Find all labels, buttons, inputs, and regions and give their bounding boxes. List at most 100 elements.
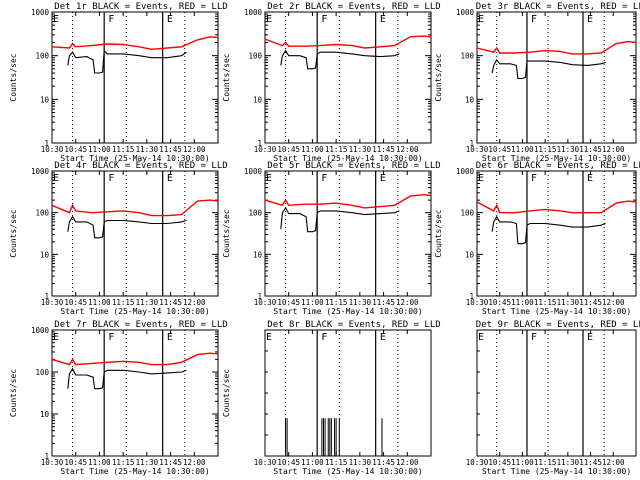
y-axis-label: Counts/sec: [9, 369, 18, 417]
event-marker-label: E: [587, 173, 593, 184]
y-tick-label: 1: [44, 292, 49, 301]
panel-title: Det 6r BLACK = Events, RED = LLD: [476, 161, 640, 171]
detector-panel-7: Det 7r BLACK = Events, RED = LLD 10:30 10:…: [9, 320, 228, 476]
y-tick-label: 1000: [31, 167, 50, 176]
x-tick-label: 11:00: [511, 145, 534, 154]
y-tick-label: 10: [40, 95, 50, 104]
plot-frame: [264, 11, 432, 144]
panel-title: Det 7r BLACK = Events, RED = LLD: [54, 320, 227, 330]
events-series-line: [491, 215, 606, 245]
y-axis-label: Counts/sec: [222, 369, 231, 417]
event-marker-label: E: [167, 14, 173, 25]
event-marker-label: F: [108, 14, 114, 25]
x-tick-label: 11:30: [557, 145, 580, 154]
x-tick-label: 12:00: [183, 458, 206, 467]
y-tick-label: 100: [460, 52, 474, 61]
x-axis-label: Start Time (25-May-14 10:30:00): [482, 467, 631, 476]
lld-series-line: [264, 35, 432, 49]
y-tick-label: 1: [469, 292, 474, 301]
plot-frame: [476, 11, 637, 144]
x-tick-label: 11:15: [112, 458, 135, 467]
x-tick-label: 10:30: [41, 458, 64, 467]
event-marker-label: E: [167, 332, 173, 343]
panel-title: Det 9r BLACK = Events, RED = LLD: [476, 320, 640, 330]
x-tick-label: 11:15: [534, 458, 557, 467]
x-tick-label: 12:00: [183, 145, 206, 154]
y-axis-label: Counts/sec: [9, 53, 18, 101]
lld-series-line: [51, 36, 219, 51]
y-tick-label: 100: [248, 52, 262, 61]
y-tick-label: 1: [257, 139, 262, 148]
x-tick-label: 11:30: [136, 458, 159, 467]
event-marker-label: E: [478, 332, 484, 343]
x-tick-label: 10:45: [277, 298, 300, 307]
y-tick-label: 100: [35, 52, 49, 61]
x-axis-label: Start Time (25-May-14 10:30:00): [60, 467, 209, 476]
detector-panel-8: Det 8r BLACK = Events, RED = LLD 10:30 10:…: [222, 320, 441, 476]
event-marker-label: F: [321, 332, 327, 343]
x-tick-label: 11:15: [534, 145, 557, 154]
events-series-line: [280, 49, 400, 70]
x-tick-label: 10:45: [277, 458, 300, 467]
x-tick-label: 11:30: [557, 298, 580, 307]
x-tick-label: 10:45: [488, 458, 511, 467]
panel-title: Det 3r BLACK = Events, RED = LLD: [476, 2, 640, 12]
x-tick-label: 11:00: [301, 458, 324, 467]
x-tick-label: 12:00: [396, 145, 419, 154]
plot-frame: [51, 11, 219, 144]
event-marker-label: E: [478, 14, 484, 25]
x-tick-label: 11:30: [349, 298, 372, 307]
event-marker-label: E: [53, 14, 59, 25]
y-axis-label: Counts/sec: [9, 209, 18, 257]
x-tick-label: 10:45: [64, 298, 87, 307]
detector-panel-3: Det 3r BLACK = Events, RED = LLD 10:30 10:…: [434, 2, 640, 163]
y-tick-label: 10: [253, 95, 263, 104]
panel-title: Det 5r BLACK = Events, RED = LLD: [267, 161, 440, 171]
x-tick-label: 11:30: [557, 458, 580, 467]
x-tick-label: 10:45: [277, 145, 300, 154]
x-tick-label: 11:30: [349, 458, 372, 467]
x-tick-label: 10:30: [41, 298, 64, 307]
x-axis-label: Start Time (25-May-14 10:30:00): [273, 307, 422, 316]
y-axis-label: Counts/sec: [434, 53, 443, 101]
x-tick-label: 11:15: [325, 145, 348, 154]
x-tick-label: 11:45: [372, 145, 395, 154]
y-tick-label: 1000: [31, 8, 50, 17]
x-axis-label: Start Time (25-May-14 10:30:00): [482, 307, 631, 316]
x-tick-label: 11:45: [372, 298, 395, 307]
y-tick-label: 100: [460, 209, 474, 218]
y-axis-label: Counts/sec: [222, 53, 231, 101]
x-tick-label: 11:00: [301, 298, 324, 307]
event-marker-label: E: [380, 14, 386, 25]
panel-title: Det 8r BLACK = Events, RED = LLD: [267, 320, 440, 330]
detector-panel-5: Det 5r BLACK = Events, RED = LLD 10:30 10:…: [222, 161, 441, 316]
x-tick-label: 11:00: [511, 458, 534, 467]
lld-series-line: [476, 40, 637, 55]
x-tick-label: 11:45: [159, 145, 182, 154]
lld-series-line: [264, 193, 432, 209]
y-tick-label: 1000: [456, 8, 475, 17]
events-series-line: [491, 58, 606, 80]
event-marker-label: E: [53, 332, 59, 343]
x-tick-label: 11:45: [159, 298, 182, 307]
events-series-line: [67, 367, 187, 390]
event-marker-label: F: [531, 173, 537, 184]
x-tick-label: 11:45: [579, 145, 602, 154]
x-axis-label: Start Time (25-May-14 10:30:00): [273, 154, 422, 163]
event-marker-label: E: [266, 173, 272, 184]
x-tick-label: 11:15: [325, 458, 348, 467]
plot-frame: [51, 329, 219, 457]
y-tick-label: 10: [465, 250, 475, 259]
y-tick-label: 10: [40, 410, 50, 419]
x-tick-label: 11:45: [579, 458, 602, 467]
x-tick-label: 10:45: [488, 145, 511, 154]
plot-frame: [51, 170, 219, 297]
x-tick-label: 11:15: [112, 298, 135, 307]
y-tick-label: 1000: [456, 167, 475, 176]
event-marker-label: F: [531, 14, 537, 25]
x-axis-label: Start Time (25-May-14 10:30:00): [60, 307, 209, 316]
x-tick-label: 11:15: [534, 298, 557, 307]
detector-panel-6: Det 6r BLACK = Events, RED = LLD 10:30 10:…: [434, 161, 640, 316]
x-tick-label: 11:45: [372, 458, 395, 467]
